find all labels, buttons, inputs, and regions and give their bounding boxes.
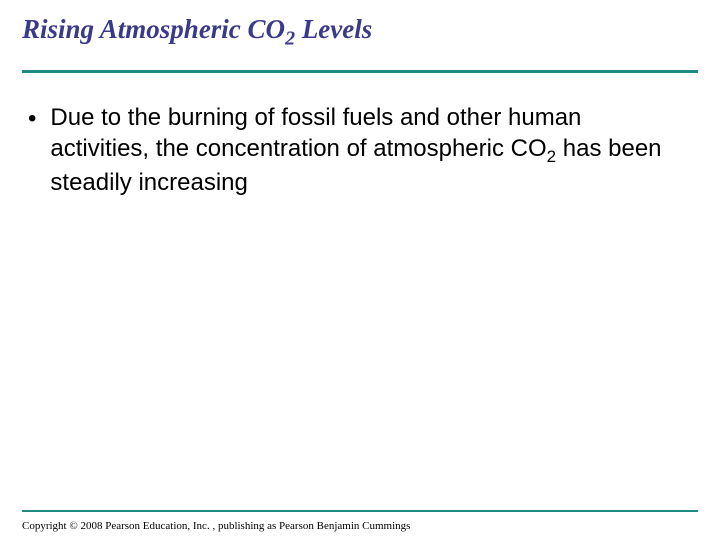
footer-divider [22, 510, 698, 512]
slide-container: Rising Atmospheric CO2 Levels • Due to t… [0, 0, 720, 540]
title-subscript: 2 [285, 27, 295, 49]
slide-title: Rising Atmospheric CO2 Levels [22, 14, 698, 50]
bullet-marker: • [28, 103, 36, 134]
content-area: • Due to the burning of fossil fuels and… [22, 103, 698, 198]
bullet-text-prefix: Due to the burning of fossil fuels and o… [50, 104, 581, 162]
bullet-text: Due to the burning of fossil fuels and o… [50, 103, 678, 198]
top-divider [22, 70, 698, 73]
bullet-subscript: 2 [547, 147, 556, 166]
title-suffix: Levels [295, 14, 372, 44]
bullet-item: • Due to the burning of fossil fuels and… [28, 103, 678, 198]
title-prefix: Rising Atmospheric CO [22, 14, 285, 44]
copyright-text: Copyright © 2008 Pearson Education, Inc.… [22, 520, 410, 532]
